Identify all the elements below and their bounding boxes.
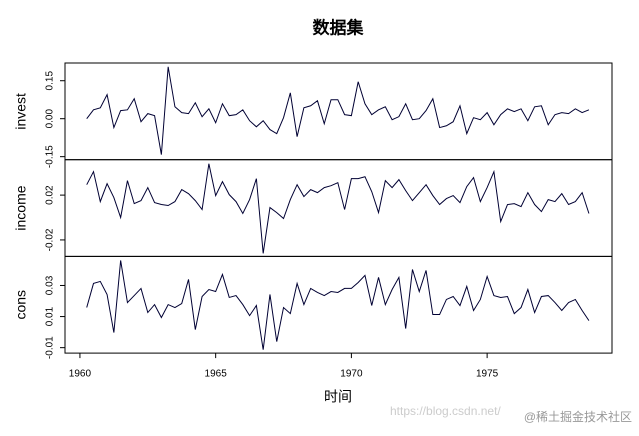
y-tick-label: -0.15 bbox=[45, 145, 56, 168]
y-tick-label: 0.15 bbox=[45, 71, 56, 91]
y-tick-label: 0.03 bbox=[45, 275, 56, 295]
watermark: @稀土掘金技术社区 bbox=[524, 409, 632, 424]
y-axis-label: income bbox=[13, 185, 29, 230]
y-tick-label: 0.00 bbox=[45, 109, 56, 129]
y-axis-label: invest bbox=[13, 93, 29, 130]
series-line bbox=[86, 163, 590, 254]
x-tick-label: 1970 bbox=[340, 369, 363, 380]
y-tick-label: -0.02 bbox=[45, 228, 56, 251]
x-axis-label: 时间 bbox=[324, 389, 352, 405]
panel-frame bbox=[64, 159, 613, 257]
y-tick-label: 0.02 bbox=[45, 185, 56, 205]
watermark: https://blog.csdn.net/ bbox=[390, 404, 501, 418]
panel-frame bbox=[64, 62, 613, 161]
y-tick-label: 0.01 bbox=[45, 306, 56, 326]
x-tick-label: 1960 bbox=[69, 369, 92, 380]
x-tick-label: 1965 bbox=[205, 369, 228, 380]
series-line bbox=[86, 66, 590, 155]
y-tick-label: -0.01 bbox=[45, 336, 56, 359]
chart-title: 数据集 bbox=[313, 17, 365, 37]
panel-frame bbox=[64, 255, 613, 354]
series-line bbox=[86, 260, 590, 350]
y-axis-label: cons bbox=[13, 290, 29, 320]
x-tick-label: 1975 bbox=[476, 369, 499, 380]
